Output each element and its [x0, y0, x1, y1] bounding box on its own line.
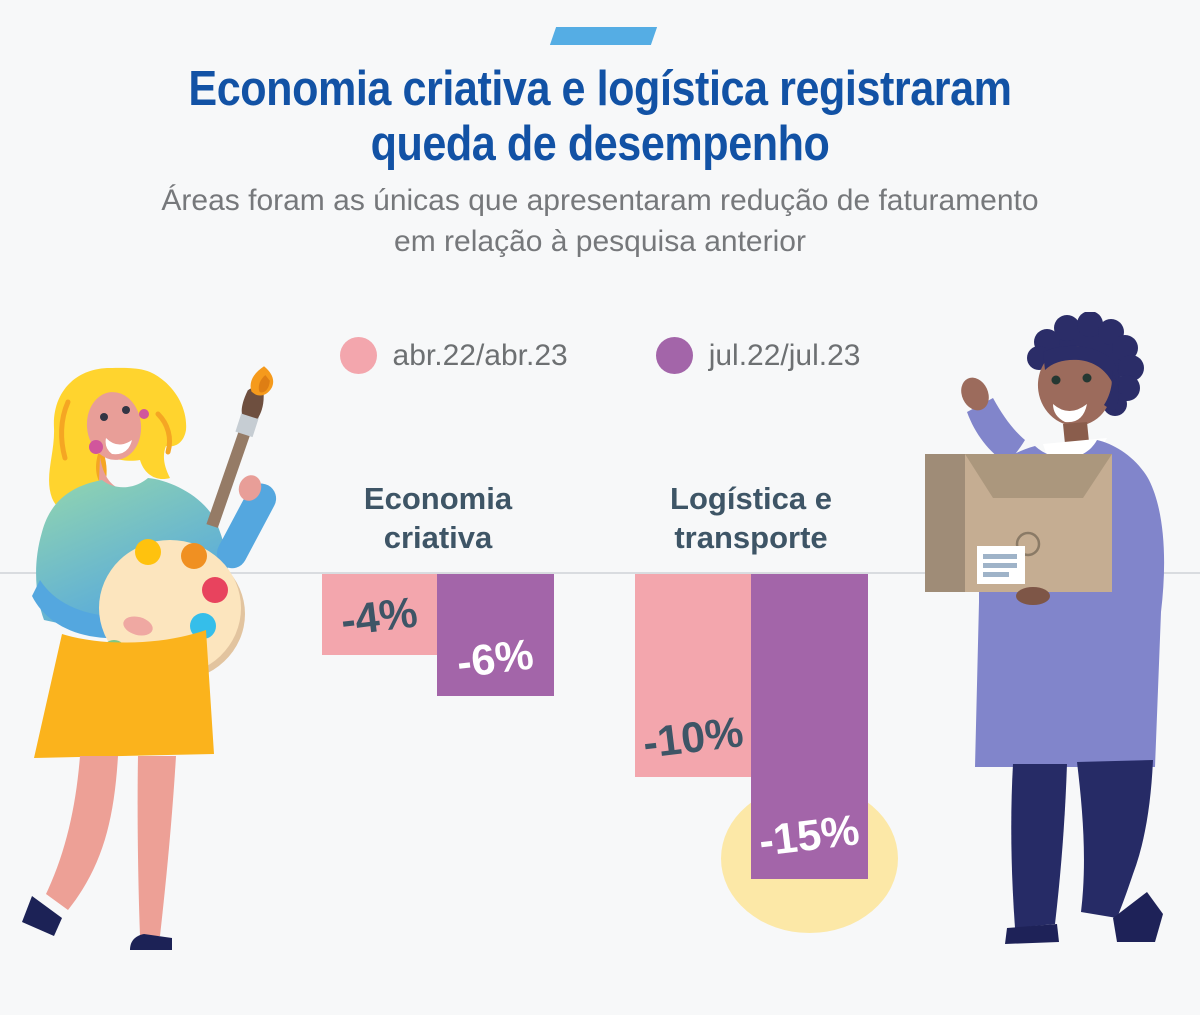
woman-hand: [238, 475, 262, 501]
legend-item-jul: jul.22/jul.23: [655, 337, 861, 374]
legend-item-apr: abr.22/abr.23: [339, 337, 568, 374]
woman-skirt-legs: [22, 630, 214, 950]
bar-value-economia-jul: -6%: [454, 630, 537, 688]
paintbrush-icon: [206, 366, 274, 528]
bar-logistica-jul: -15%: [751, 574, 868, 879]
chart-baseline: [0, 572, 1200, 574]
legend-dot-purple-icon: [655, 337, 693, 374]
page-title-line1: Economia criativa e logística registrara…: [188, 62, 1012, 116]
woman-face: [86, 392, 149, 504]
bar-value-logistica-jul: -15%: [756, 805, 863, 866]
man-legs: [1005, 760, 1163, 944]
bar-economia-jul: -6%: [437, 574, 554, 696]
man-face: [1037, 345, 1120, 444]
page-subtitle-line1: Áreas foram as únicas que apresentaram r…: [161, 184, 1039, 217]
legend-label-jul: jul.22/jul.23: [708, 338, 861, 372]
page-subtitle: Áreas foram as únicas que apresentaram r…: [0, 180, 1200, 262]
page-title-line2: queda de desempenho: [370, 116, 830, 171]
cardboard-box-icon: [925, 454, 1112, 605]
bar-logistica-abr: -10%: [635, 574, 751, 777]
category-label-economia-criativa: Economia criativa: [363, 481, 513, 555]
chart-legend: abr.22/abr.23 jul.22/jul.23: [0, 337, 1200, 374]
paint-palette-icon: [99, 539, 245, 681]
bar-economia-abr: -4%: [322, 574, 437, 656]
bar-value-logistica-abr: -10%: [640, 708, 746, 768]
category-label-logistica-transporte: Logística e transporte: [670, 481, 832, 555]
page-subtitle-line2: em relação à pesquisa anterior: [394, 225, 806, 259]
shipping-label: [977, 546, 1025, 584]
page-title: Economia criativa e logística registrara…: [72, 62, 1128, 172]
delivery-man-illustration: [925, 312, 1165, 944]
legend-dot-pink-icon: [339, 337, 377, 374]
bar-value-economia-abr: -4%: [338, 588, 421, 646]
artist-illustration: [22, 366, 277, 950]
legend-label-apr: abr.22/abr.23: [392, 338, 568, 372]
top-accent-bar: [549, 27, 658, 45]
